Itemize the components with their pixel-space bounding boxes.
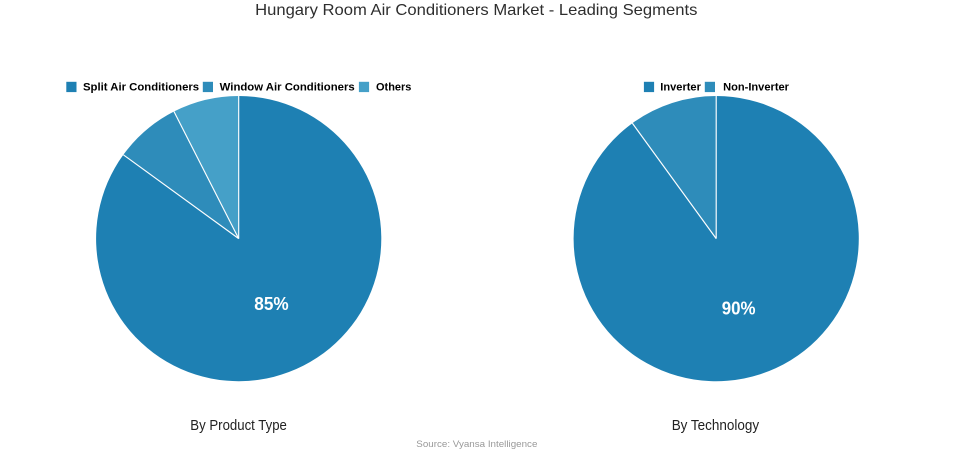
svg-text:Hungary Room Air Conditioners: Hungary Room Air Conditioners Market - L…	[255, 2, 697, 19]
svg-text:Split Air Conditioners: Split Air Conditioners	[83, 81, 199, 93]
svg-text:Non-Inverter: Non-Inverter	[723, 81, 790, 93]
svg-text:Others: Others	[376, 81, 411, 93]
svg-text:Inverter: Inverter	[660, 81, 701, 93]
svg-text:By Product Type: By Product Type	[190, 418, 287, 434]
svg-text:Window Air Conditioners: Window Air Conditioners	[220, 81, 355, 93]
svg-text:Source: Vyansa Intelligence: Source: Vyansa Intelligence	[416, 439, 537, 450]
svg-text:85%: 85%	[254, 294, 288, 314]
svg-text:90%: 90%	[722, 298, 756, 318]
svg-text:By Technology: By Technology	[672, 418, 760, 434]
